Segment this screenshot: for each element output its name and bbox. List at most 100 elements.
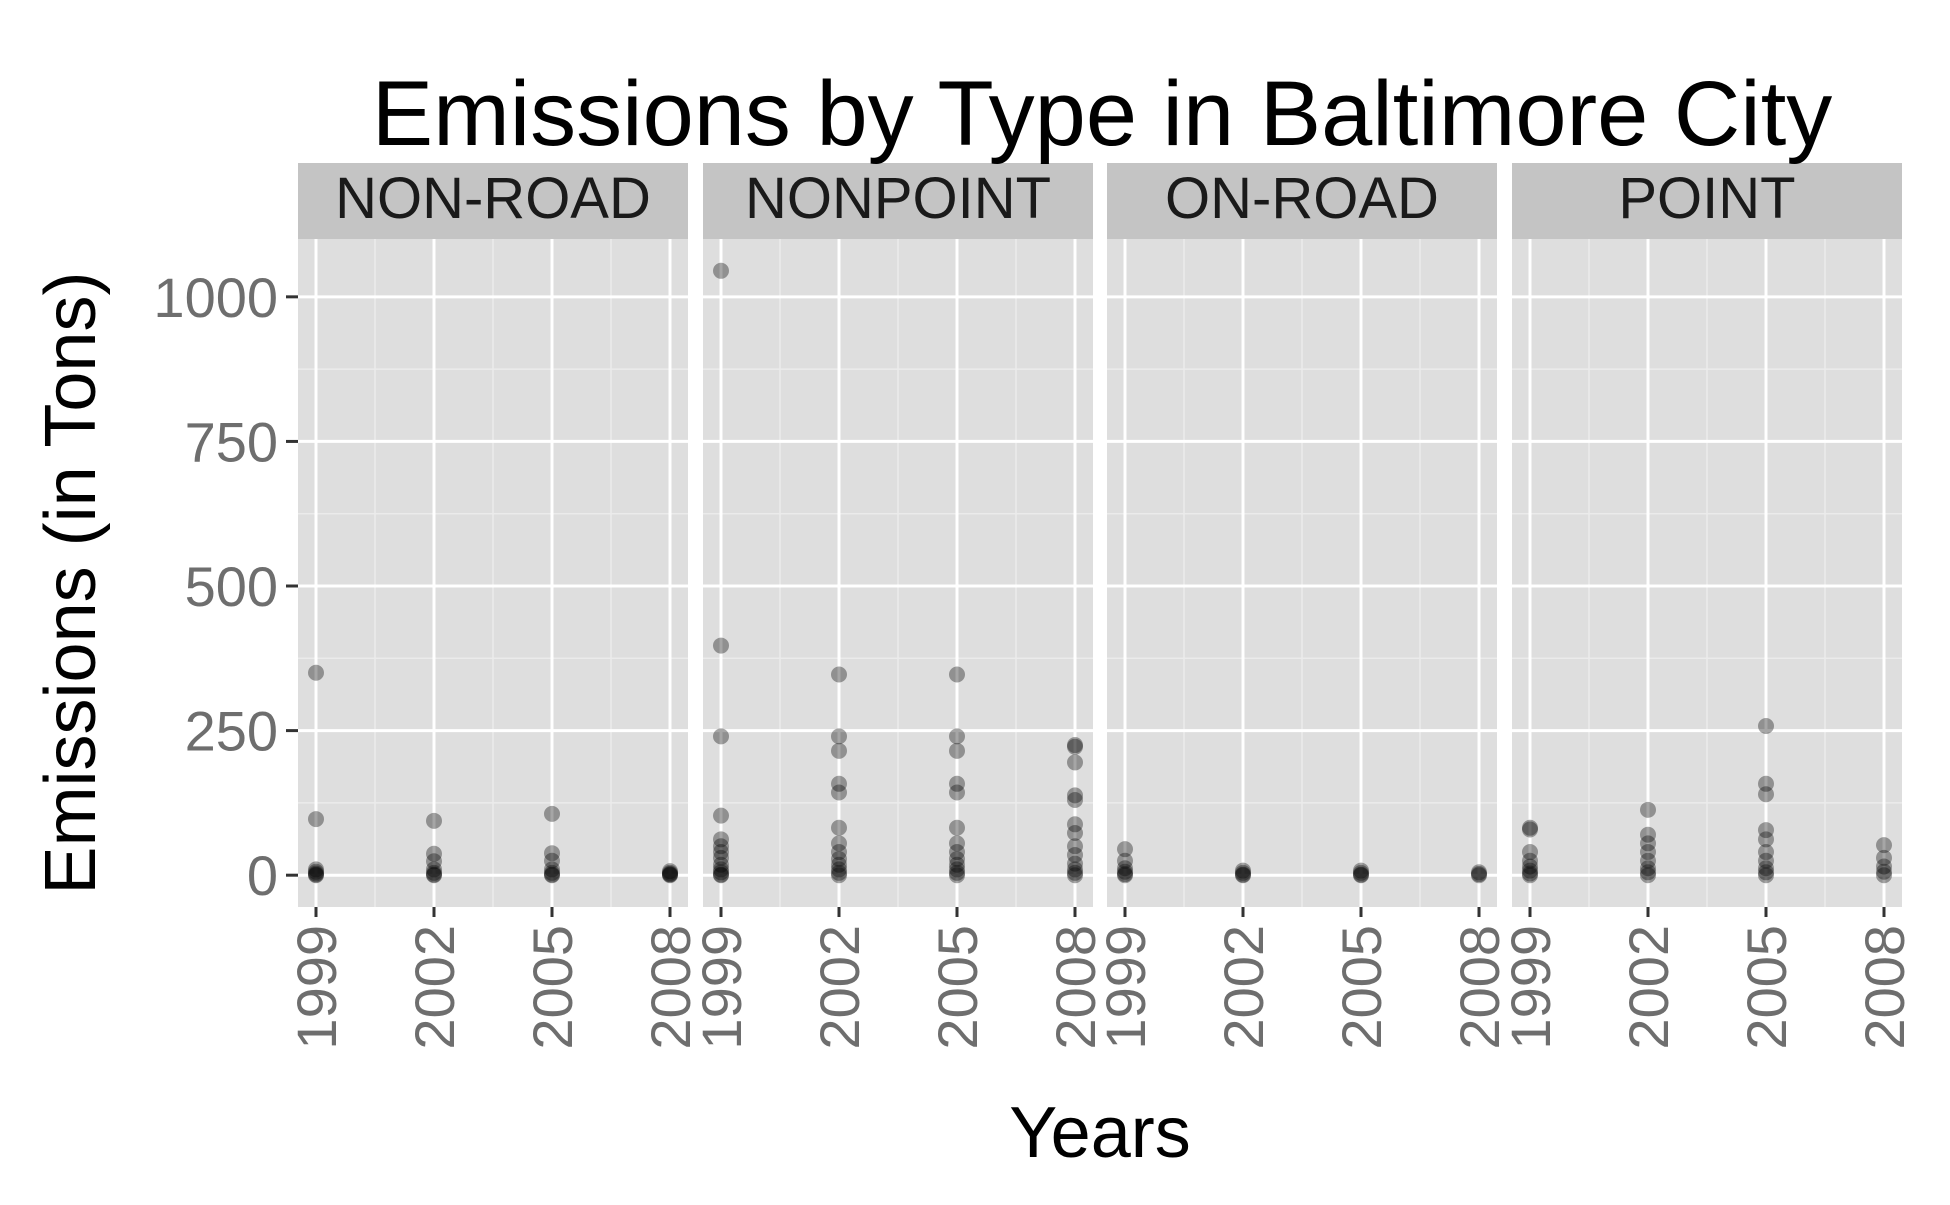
facet-panel: ON-ROAD <box>1107 163 1497 907</box>
chart-title: Emissions by Type in Baltimore City <box>372 63 1833 165</box>
data-point <box>1640 844 1656 861</box>
data-point <box>1640 835 1656 852</box>
data-point <box>1117 863 1133 880</box>
data-point <box>426 853 442 870</box>
data-point <box>308 863 324 880</box>
data-point <box>713 831 729 848</box>
data-point <box>831 867 847 884</box>
y-axis-label: Emissions (in Tons) <box>31 272 111 895</box>
data-point <box>1522 844 1538 861</box>
data-point <box>713 262 729 279</box>
data-point <box>1758 852 1774 869</box>
data-point <box>831 742 847 759</box>
data-point <box>949 856 965 873</box>
data-point <box>1067 787 1083 804</box>
data-point <box>1235 866 1251 883</box>
data-point <box>308 866 324 883</box>
data-point <box>308 861 324 878</box>
data-point <box>1067 816 1083 833</box>
data-point <box>426 864 442 881</box>
data-point <box>1067 861 1083 878</box>
data-point <box>1640 852 1656 869</box>
data-point <box>831 728 847 745</box>
data-point <box>831 835 847 852</box>
facet-strip <box>1107 163 1497 239</box>
data-point <box>544 805 560 822</box>
data-point <box>1117 852 1133 869</box>
x-tick-label: 1999 <box>1499 925 1562 1050</box>
data-point <box>1471 866 1487 883</box>
data-point <box>1353 867 1369 884</box>
facet-strip-label: POINT <box>1618 166 1795 231</box>
data-point <box>831 844 847 861</box>
data-point <box>1067 754 1083 771</box>
data-point <box>1758 775 1774 792</box>
x-tick-label: 2005 <box>926 925 989 1050</box>
data-point <box>1067 824 1083 841</box>
data-point <box>713 866 729 883</box>
data-point <box>1067 838 1083 855</box>
y-tick-label: 250 <box>185 700 278 763</box>
data-point <box>544 867 560 884</box>
data-point <box>1471 864 1487 881</box>
data-point <box>426 866 442 883</box>
data-point <box>1353 866 1369 883</box>
data-point <box>1067 855 1083 872</box>
data-point <box>1640 801 1656 818</box>
data-point <box>1876 863 1892 880</box>
data-point <box>949 835 965 852</box>
data-point <box>1067 737 1083 754</box>
data-point <box>831 850 847 867</box>
facet-panel: NONPOINT <box>703 163 1093 907</box>
x-tick-label: 2005 <box>521 925 584 1050</box>
data-point <box>544 861 560 878</box>
data-point <box>1522 865 1538 882</box>
data-point <box>713 637 729 654</box>
data-point <box>713 861 729 878</box>
data-point <box>1876 867 1892 884</box>
x-tick-label: 2002 <box>808 925 871 1050</box>
data-point <box>1522 862 1538 879</box>
y-tick-label: 750 <box>185 410 278 473</box>
data-point <box>1067 846 1083 863</box>
data-point <box>831 864 847 881</box>
data-point <box>544 866 560 883</box>
data-point <box>1067 867 1083 884</box>
data-point <box>949 819 965 836</box>
x-tick-label: 2002 <box>1212 925 1275 1050</box>
data-point <box>308 664 324 681</box>
data-point <box>544 845 560 862</box>
x-tick-label: 2002 <box>1617 925 1680 1050</box>
data-point <box>1235 867 1251 884</box>
facet-strip <box>703 163 1093 239</box>
data-point <box>949 864 965 881</box>
data-point <box>949 742 965 759</box>
data-point <box>1758 844 1774 861</box>
data-point <box>1640 860 1656 877</box>
facet-strip-label: NON-ROAD <box>335 166 651 231</box>
facet-panel: POINT <box>1512 163 1902 907</box>
data-point <box>662 863 678 880</box>
y-axis: 0 250 500 750 1000 <box>153 266 298 907</box>
y-tick-label: 500 <box>185 555 278 618</box>
data-point <box>1758 717 1774 734</box>
data-point <box>1522 819 1538 836</box>
data-point <box>544 864 560 881</box>
data-point <box>949 861 965 878</box>
data-point <box>1758 860 1774 877</box>
data-point <box>1758 822 1774 839</box>
y-tick-label: 1000 <box>153 266 278 329</box>
data-point <box>1117 867 1133 884</box>
x-tick-label: 2008 <box>1448 925 1511 1050</box>
data-point <box>831 666 847 683</box>
data-point <box>713 728 729 745</box>
x-tick-label: 2008 <box>1044 925 1107 1050</box>
x-tick-label: 2002 <box>403 925 466 1050</box>
data-point <box>1522 821 1538 838</box>
data-point <box>544 852 560 869</box>
data-point <box>1067 792 1083 809</box>
data-point <box>949 844 965 861</box>
data-point <box>1758 864 1774 881</box>
